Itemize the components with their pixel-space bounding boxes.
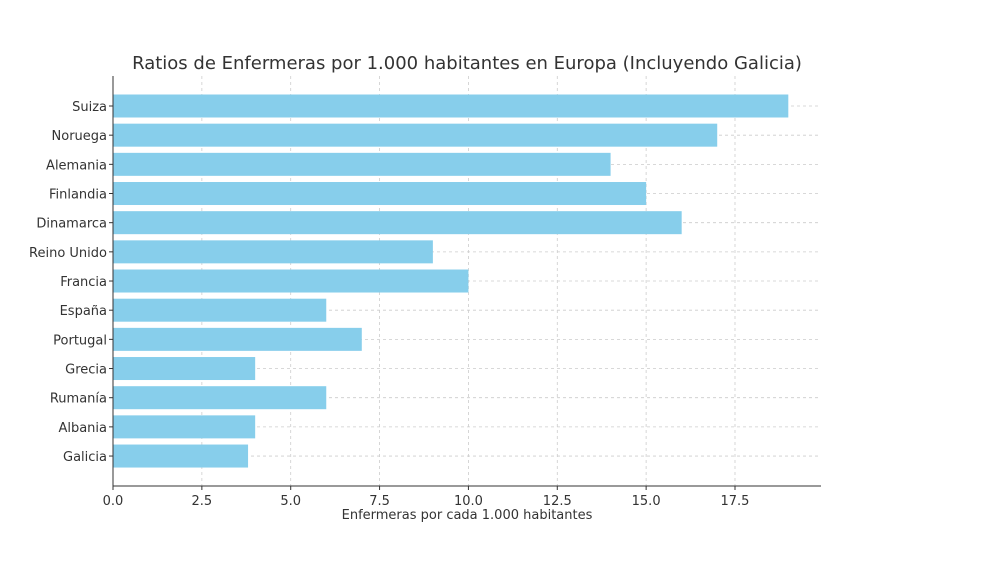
y-tick-label: Albania [58,421,107,436]
y-tick-label: Portugal [53,333,107,348]
y-tick-label: Noruega [52,129,107,144]
x-tick-label: 17.5 [721,494,750,509]
y-tick-label: Grecia [65,363,107,378]
bar-galicia [113,444,249,468]
bar-albania [113,415,256,439]
y-tick-label: Finlandia [49,188,107,203]
y-tick-label: España [60,304,107,319]
y-tick-label: Suiza [72,100,107,115]
y-tick-label: Dinamarca [36,217,107,232]
y-tick-label: Reino Unido [29,246,107,261]
bar-suiza [113,94,789,118]
y-tick-label: Francia [60,275,107,290]
bar-francia [113,269,469,293]
x-tick-label: 5.0 [280,494,301,509]
bar-alemania [113,152,611,176]
bar-finlandia [113,182,647,206]
bar-noruega [113,123,718,147]
y-tick-label: Rumanía [50,392,107,407]
bar-dinamarca [113,211,682,235]
bar-grecia [113,357,256,381]
x-axis-label: Enfermeras por cada 1.000 habitantes [342,508,593,523]
bar-españa [113,298,327,322]
x-tick-label: 15.0 [632,494,661,509]
x-tick-label: 2.5 [192,494,213,509]
y-tick-label: Galicia [63,450,107,465]
chart-title: Ratios de Enfermeras por 1.000 habitante… [132,53,802,74]
bar-rumanía [113,386,327,410]
x-tick-label: 7.5 [369,494,390,509]
x-tick-label: 12.5 [543,494,572,509]
x-tick-label: 10.0 [454,494,483,509]
y-tick-label: Alemania [46,158,107,173]
x-tick-label: 0.0 [103,494,124,509]
bar-reino-unido [113,240,433,264]
bar-portugal [113,327,362,351]
